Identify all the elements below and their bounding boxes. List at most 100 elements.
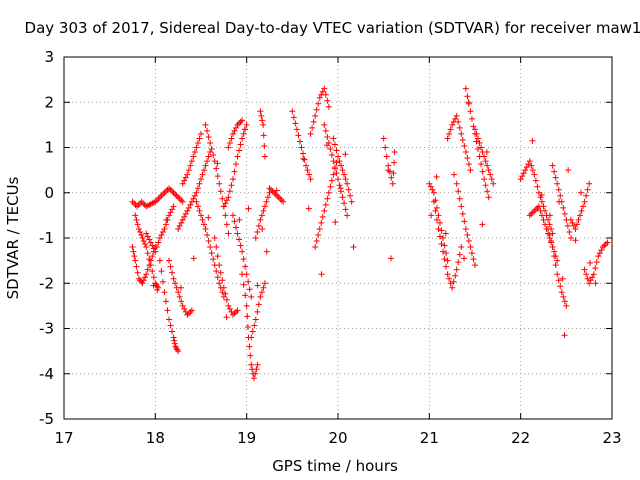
data-point: [260, 121, 267, 128]
data-point: [318, 271, 325, 278]
data-point: [274, 192, 281, 199]
data-point: [567, 216, 574, 223]
data-point: [577, 189, 584, 196]
data-point: [532, 206, 539, 213]
data-point: [161, 289, 168, 296]
data-point: [570, 222, 577, 229]
data-point: [132, 212, 139, 219]
data-point: [272, 191, 279, 198]
data-point: [583, 192, 590, 199]
data-point: [245, 205, 252, 212]
y-tick-label: 0: [44, 184, 54, 202]
data-point: [310, 118, 317, 125]
data-point: [453, 180, 460, 187]
data-point: [336, 182, 343, 189]
data-point: [190, 255, 197, 262]
data-point: [150, 282, 157, 289]
data-point: [380, 135, 387, 142]
data-point: [455, 118, 462, 125]
data-point: [587, 259, 594, 266]
data-point: [427, 183, 434, 190]
data-point: [470, 123, 477, 130]
data-point: [150, 274, 157, 281]
data-point: [446, 130, 453, 137]
data-point: [205, 153, 212, 160]
data-point: [303, 162, 310, 169]
data-point: [187, 162, 194, 169]
data-point: [312, 112, 319, 119]
data-point: [214, 253, 221, 260]
data-point: [141, 241, 148, 248]
data-point: [228, 182, 235, 189]
data-point: [213, 244, 220, 251]
data-point: [166, 185, 173, 192]
data-point: [254, 282, 261, 289]
data-point: [465, 99, 472, 106]
data-point: [236, 120, 243, 127]
data-point: [260, 132, 267, 139]
data-point: [324, 195, 331, 202]
data-point: [207, 244, 214, 251]
data-point: [254, 228, 261, 235]
data-point: [561, 332, 568, 339]
data-point: [223, 314, 230, 321]
data-point: [391, 159, 398, 166]
data-point: [483, 149, 490, 156]
data-point: [154, 287, 161, 294]
data-point: [149, 253, 156, 260]
data-point: [306, 171, 313, 178]
data-point: [182, 174, 189, 181]
data-point: [161, 189, 168, 196]
data-point: [456, 251, 463, 258]
data-point: [243, 121, 250, 128]
data-point: [194, 203, 201, 210]
data-point: [242, 292, 249, 299]
data-point: [175, 348, 182, 355]
data-point: [239, 135, 246, 142]
data-point: [575, 216, 582, 223]
data-point: [172, 280, 179, 287]
data-point: [179, 180, 186, 187]
data-point: [546, 212, 553, 219]
data-point: [164, 307, 171, 314]
data-point: [552, 262, 559, 269]
data-point: [130, 248, 137, 255]
data-point: [258, 112, 265, 119]
data-point: [149, 242, 156, 249]
data-point: [315, 100, 322, 107]
data-point: [449, 284, 456, 291]
data-point: [166, 257, 173, 264]
x-axis-label: GPS time / hours: [272, 457, 398, 475]
data-point: [134, 269, 141, 276]
data-point: [557, 283, 564, 290]
data-point: [566, 228, 573, 235]
data-point: [430, 198, 437, 205]
data-point: [473, 130, 480, 137]
data-point: [484, 188, 491, 195]
y-axis-label: SDTVAR / TECUs: [4, 176, 22, 299]
data-point: [155, 195, 162, 202]
data-point: [166, 316, 173, 323]
data-point: [432, 197, 439, 204]
data-point: [146, 256, 153, 263]
data-point: [525, 161, 532, 168]
data-point: [133, 263, 140, 270]
data-point: [219, 277, 226, 284]
data-point: [479, 168, 486, 175]
data-point: [321, 207, 328, 214]
data-point: [325, 189, 332, 196]
data-point: [331, 141, 338, 148]
data-point: [433, 204, 440, 211]
data-point: [529, 167, 536, 174]
data-point: [592, 265, 599, 272]
data-point: [482, 182, 489, 189]
data-point: [229, 176, 236, 183]
data-point: [450, 171, 457, 178]
data-point: [464, 231, 471, 238]
data-point: [202, 121, 209, 128]
data-point: [453, 266, 460, 273]
data-point: [540, 216, 547, 223]
data-point: [167, 322, 174, 329]
data-point: [321, 85, 328, 92]
data-point: [447, 126, 454, 133]
